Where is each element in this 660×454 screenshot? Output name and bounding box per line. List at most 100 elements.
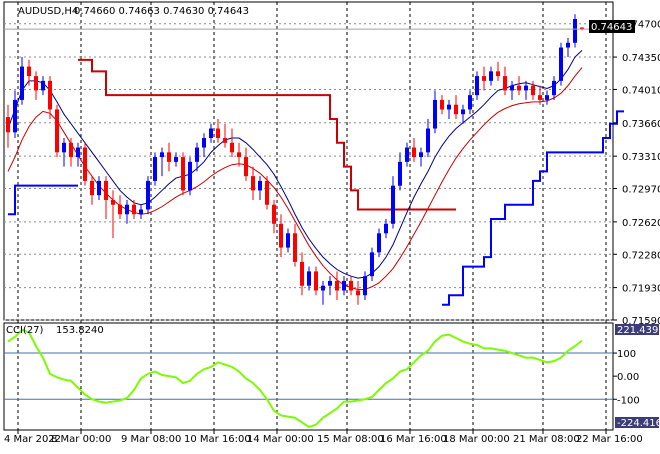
price-tick-label: 0.72970 — [622, 185, 660, 196]
bull-candle — [307, 271, 311, 286]
bear-candle — [27, 66, 31, 77]
price-tick-label: 0.72620 — [622, 218, 660, 229]
cci-name: CCI(27) — [6, 325, 44, 336]
bull-candle — [139, 209, 143, 215]
bull-candle — [41, 80, 45, 91]
bear-candle — [265, 180, 269, 205]
bull-candle — [174, 157, 178, 162]
time-tick-label: 9 Mar 08:00 — [121, 434, 181, 445]
bear-candle — [6, 117, 10, 133]
bull-candle — [573, 18, 577, 43]
bear-candle — [482, 76, 486, 81]
bull-candle — [545, 95, 549, 100]
cci-line — [7, 328, 583, 429]
time-tick-label: 16 Mar 16:00 — [380, 434, 447, 445]
bull-candle — [384, 223, 388, 234]
bull-candle — [62, 142, 66, 153]
bear-candle — [244, 157, 248, 177]
bull-candle — [97, 180, 101, 196]
price-tick-label: 0.73660 — [622, 119, 660, 130]
bear-candle — [300, 261, 304, 286]
cci-tick-label: -100 — [617, 395, 640, 406]
price-tick-label: 0.71590 — [622, 316, 660, 327]
bull-candle — [377, 233, 381, 253]
bear-candle — [111, 199, 115, 205]
bear-candle — [118, 204, 122, 215]
bear-candle — [181, 157, 185, 191]
bear-candle — [454, 104, 458, 115]
channel-bands — [8, 58, 624, 306]
bear-candle — [293, 233, 297, 262]
bull-candle — [286, 233, 290, 248]
bull-candle — [258, 180, 262, 191]
bear-candle — [496, 71, 500, 77]
bull-candle — [447, 104, 451, 110]
bear-candle — [251, 176, 255, 191]
main-panel-frame — [3, 1, 614, 321]
chart-grid — [3, 1, 614, 431]
price-tick-label: 0.73310 — [622, 152, 660, 163]
bull-candle — [153, 157, 157, 181]
cci-value: 153.8240 — [56, 325, 104, 336]
time-tick-label: 4 Mar 2022 — [4, 434, 61, 445]
time-tick-label: 21 Mar 08:00 — [513, 434, 580, 445]
fast-ma-line — [7, 50, 583, 279]
price-badge-bg — [589, 20, 635, 33]
bull-candle — [125, 204, 129, 215]
bear-candle — [48, 80, 52, 110]
cci-min-badge-bg — [615, 417, 659, 428]
bull-candle — [426, 128, 430, 153]
bull-candle — [328, 280, 332, 286]
time-tick-label: 22 Mar 16:00 — [576, 434, 643, 445]
bear-candle — [90, 180, 94, 196]
bull-candle — [195, 147, 199, 162]
price-axis: 0.74700 0.74350 0.74010 0.73660 0.73310 0.729… — [613, 20, 660, 327]
bear-candle — [55, 109, 59, 153]
bull-candle — [405, 147, 409, 162]
bear-candle — [230, 142, 234, 153]
bear-candle — [503, 76, 507, 91]
cci-max-badge-bg — [615, 324, 659, 335]
bear-candle — [412, 147, 416, 158]
cci-min-label: -224.4167 — [617, 418, 660, 429]
price-tick-label: 0.72280 — [622, 250, 660, 261]
bull-candle — [398, 161, 402, 186]
bull-candle — [202, 138, 206, 148]
bull-candle — [489, 71, 493, 81]
time-tick-label: 8 Mar 00:00 — [51, 434, 111, 445]
bear-candle — [237, 152, 241, 158]
bear-candle — [531, 85, 535, 96]
price-tick-label: 0.74010 — [622, 85, 660, 96]
bear-candle — [272, 204, 276, 224]
symbol-label: AUDUSD,H4 — [18, 6, 78, 17]
cci-panel: 100 0.00 -100 — [4, 328, 640, 429]
bear-candle — [34, 76, 38, 91]
bull-candle — [363, 276, 367, 296]
cci-tick-label: 0.00 — [617, 372, 639, 383]
bull-candle — [559, 47, 563, 81]
price-tick-label: 0.74700 — [622, 20, 660, 31]
bear-candle — [167, 152, 171, 162]
bull-candle — [468, 95, 472, 110]
bull-candle — [461, 109, 465, 115]
price-tick-label: 0.74350 — [622, 53, 660, 64]
cci-max-label: 221.4392 — [617, 325, 660, 336]
bear-candle — [335, 280, 339, 291]
bear-candle — [538, 95, 542, 100]
bear-candle — [349, 280, 353, 291]
bull-candle — [524, 85, 528, 91]
candlesticks — [4, 14, 613, 305]
bear-candle — [69, 142, 73, 158]
bear-candle — [440, 99, 444, 110]
bear-candle — [132, 204, 136, 215]
bull-candle — [433, 99, 437, 129]
slow-ma-line — [7, 67, 583, 291]
bear-candle — [580, 27, 584, 30]
time-tick-label: 10 Mar 16:00 — [184, 434, 251, 445]
bull-candle — [370, 252, 374, 277]
price-tick-label: 0.71930 — [622, 284, 660, 295]
time-tick-label: 14 Mar 00:00 — [247, 434, 314, 445]
bull-candle — [391, 185, 395, 224]
